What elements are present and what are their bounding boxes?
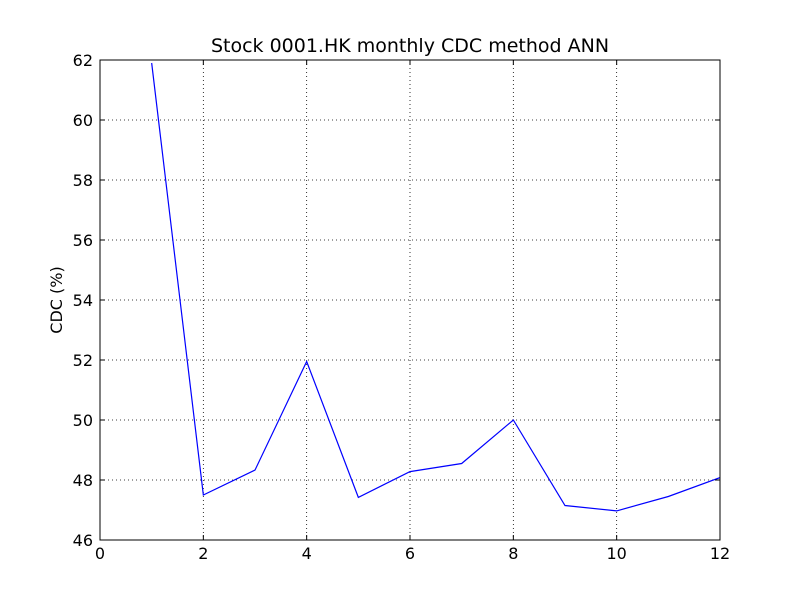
y-tick-label: 46 xyxy=(73,531,93,550)
series-line xyxy=(151,62,720,512)
series-layer xyxy=(151,62,720,512)
x-tick-label: 6 xyxy=(405,544,415,563)
y-tick-label: 48 xyxy=(73,471,93,490)
x-tick-label: 12 xyxy=(710,544,730,563)
x-tick-label: 8 xyxy=(508,544,518,563)
x-tick-label: 4 xyxy=(302,544,312,563)
y-tick-label: 54 xyxy=(73,291,93,310)
grid xyxy=(100,60,720,540)
chart-title: Stock 0001.HK monthly CDC method ANN xyxy=(211,35,609,57)
y-tick-label: 60 xyxy=(73,111,93,130)
ticks xyxy=(99,59,721,541)
x-tick-label: 10 xyxy=(606,544,626,563)
y-tick-label: 52 xyxy=(73,351,93,370)
y-tick-label: 62 xyxy=(73,51,93,70)
y-axis-label: CDC (%) xyxy=(47,266,66,333)
y-tick-label: 56 xyxy=(73,231,93,250)
y-tick-label: 58 xyxy=(73,171,93,190)
x-tick-label: 0 xyxy=(95,544,105,563)
x-tick-label: 2 xyxy=(198,544,208,563)
y-tick-label: 50 xyxy=(73,411,93,430)
